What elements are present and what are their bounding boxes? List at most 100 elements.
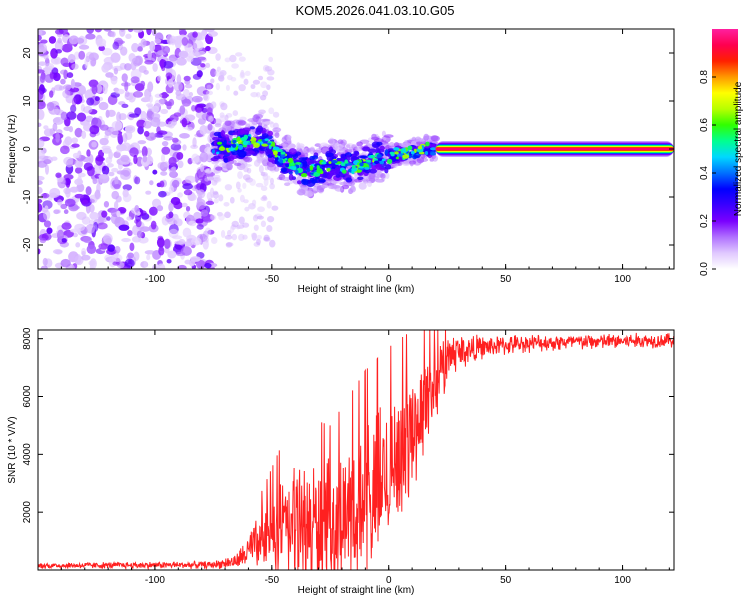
- spectrogram-cell: [148, 206, 158, 216]
- spectrogram-cell: [204, 227, 212, 236]
- spectrogram-cell: [188, 259, 196, 267]
- spectrogram-cell: [256, 238, 261, 246]
- spectrogram-cell: [121, 237, 131, 243]
- spectrogram-cell: [160, 108, 169, 115]
- spectrogram-cell: [98, 243, 109, 250]
- spectrogram-cell: [38, 43, 48, 54]
- spectrogram-cell: [376, 154, 382, 159]
- spectrogram-cell: [289, 166, 297, 170]
- x-tick-label: 50: [500, 575, 512, 586]
- spectrogram-cell: [186, 56, 194, 63]
- spectrogram-cell: [282, 176, 290, 182]
- snr-y-label: SNR (10 * V/V): [7, 416, 18, 483]
- spectrogram-cell: [134, 204, 140, 213]
- spectrogram-cell: [118, 224, 130, 231]
- spectrogram-cell: [141, 146, 148, 158]
- spectrogram-cell: [110, 52, 121, 63]
- spectrogram-cell: [204, 236, 209, 243]
- spectrogram-cell: [231, 63, 239, 69]
- spectrogram-cell: [210, 101, 217, 109]
- spectrogram-cell: [72, 232, 78, 238]
- spectrogram-cell: [166, 258, 172, 264]
- spectrogram-cell: [54, 40, 64, 52]
- spectrogram-cell: [401, 159, 412, 166]
- spectrogram-cell: [236, 136, 241, 142]
- spectrogram-cell: [191, 237, 202, 246]
- spectrogram-cell: [187, 193, 197, 202]
- spectrogram-cell: [103, 200, 110, 208]
- spectrogram-cell: [131, 57, 140, 64]
- spectrogram-cell: [167, 250, 177, 259]
- spectrogram-cell: [118, 113, 127, 121]
- figure-title: KOM5.2026.041.03.10.G05: [295, 3, 454, 18]
- spectrogram-cell: [266, 84, 271, 91]
- spectrogram-cell: [210, 193, 215, 199]
- spectrogram-cell: [257, 206, 265, 213]
- x-tick-label: 100: [614, 274, 631, 285]
- spectrogram-cell: [92, 178, 98, 185]
- spectrogram-cell: [219, 162, 226, 167]
- spectrogram-cell: [326, 167, 331, 172]
- spectrogram-cell: [99, 124, 109, 131]
- spectrogram-cell: [341, 169, 347, 174]
- spectrogram-cell: [154, 99, 161, 109]
- spectrogram-cell: [432, 155, 439, 162]
- spectrogram-cell: [66, 111, 77, 120]
- spectrogram-cell: [224, 120, 232, 127]
- spectrogram-cell: [243, 78, 249, 85]
- spectrogram-cell: [394, 151, 399, 155]
- spectrogram-cell: [196, 56, 206, 61]
- colorbar: 0.0 0.2 0.4 0.6 0.8 Normalized spectral ampl…: [699, 29, 744, 276]
- spectrogram-cell: [105, 109, 110, 118]
- spectrogram-cell: [195, 259, 206, 269]
- spectrogram-cell: [182, 227, 192, 238]
- colorbar-tick-label: 0.6: [699, 118, 710, 132]
- spectrogram-cell: [157, 162, 166, 170]
- spectrogram-cell: [211, 237, 218, 245]
- spectrogram-cell: [38, 150, 45, 160]
- spectrogram-cell: [42, 257, 48, 266]
- spectrogram-cell: [272, 127, 282, 133]
- spectrogram-cell: [152, 62, 158, 72]
- spectrogram-cell: [52, 116, 64, 125]
- spectrogram-cell: [295, 161, 302, 165]
- spectrogram-cell: [253, 224, 259, 231]
- spectrogram-cell: [260, 172, 268, 177]
- spectrogram-cell: [383, 134, 394, 138]
- spectrogram-cell: [261, 143, 269, 147]
- spectrogram-cell: [149, 40, 156, 52]
- spectrogram-cell: [375, 147, 381, 155]
- spectrogram-cell: [176, 57, 187, 66]
- spectrogram-cell: [48, 36, 57, 44]
- spectrogram-cell: [170, 143, 182, 151]
- spectrogram-cell: [106, 216, 111, 221]
- spectrogram-cell: [192, 137, 197, 148]
- spectrogram-cell: [128, 113, 140, 118]
- spectrogram-cell: [113, 183, 121, 190]
- spectrogram-cell: [235, 52, 243, 57]
- spectrogram-cell: [184, 175, 196, 184]
- spectrogram-cell: [226, 242, 234, 247]
- spectrogram-cell: [55, 132, 60, 143]
- spectrogram-cell: [85, 33, 96, 40]
- spectrogram-cell: [78, 172, 86, 178]
- spectrogram-cell: [288, 148, 297, 155]
- spectrogram-cell: [244, 206, 250, 212]
- spectrogram-cell: [107, 244, 116, 252]
- spectrogram-cell: [260, 185, 268, 192]
- spectrogram-cell: [268, 107, 275, 115]
- spectrogram-cell: [167, 120, 176, 129]
- spectrogram-cell: [170, 197, 181, 206]
- spectrogram-cell: [311, 155, 319, 160]
- spectrogram-cell: [331, 159, 338, 164]
- spectrogram-cell: [146, 110, 154, 121]
- spectrogram-cell: [226, 229, 232, 237]
- spectrogram-cell: [267, 69, 275, 76]
- spectrogram-cell: [177, 192, 183, 198]
- spectrogram-cell: [127, 29, 134, 33]
- spectrogram-cell: [94, 29, 102, 33]
- spectrogram-cell: [218, 213, 225, 221]
- spectrogram-cell: [55, 172, 62, 178]
- spectrogram-cell: [365, 159, 372, 163]
- spectrogram-cell: [312, 185, 318, 194]
